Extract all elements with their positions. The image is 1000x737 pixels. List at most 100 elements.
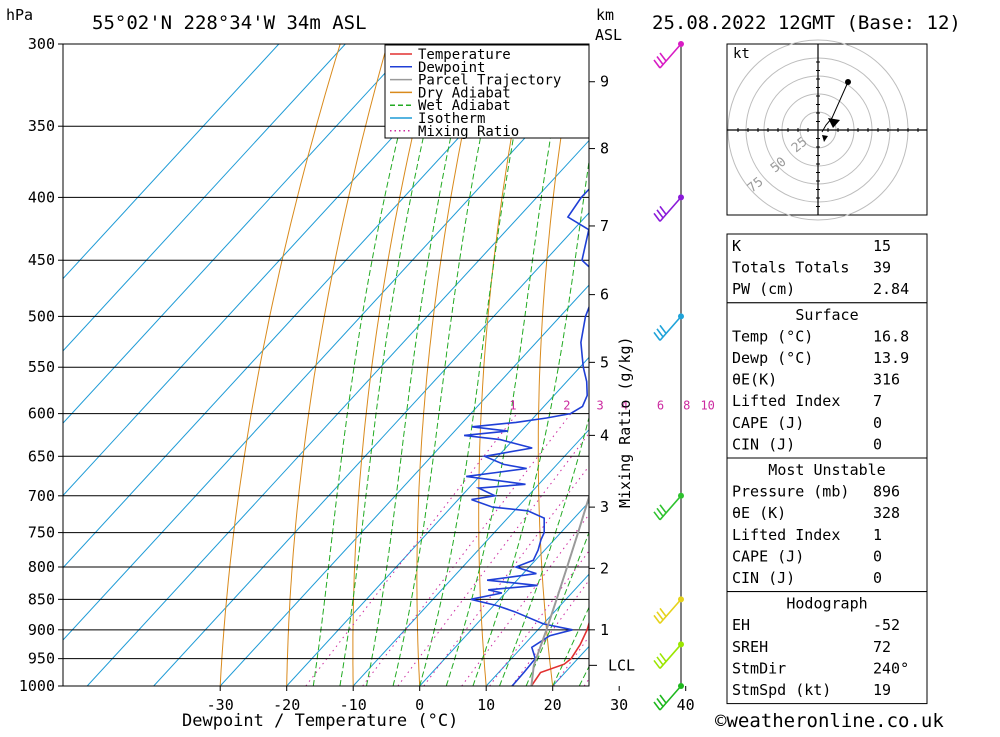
mixing-ratio-line bbox=[490, 414, 691, 686]
wind-barb-feather bbox=[654, 60, 660, 68]
indices-value: 39 bbox=[873, 259, 891, 277]
hodograph-endpoint bbox=[845, 79, 851, 85]
series-temperature-line bbox=[531, 44, 695, 686]
isotherm-line bbox=[0, 44, 545, 686]
dry-adiabat-line bbox=[652, 26, 691, 712]
location-title: 55°02'N 228°34'W 34m ASL bbox=[92, 12, 367, 34]
isotherm-line bbox=[0, 44, 478, 686]
most-unstable-label: θE (K) bbox=[732, 504, 786, 522]
units-km-label: km bbox=[596, 6, 614, 24]
plot-frame bbox=[63, 44, 589, 686]
wind-barb-feather bbox=[654, 332, 660, 340]
mixing-ratio-tick-label: 1 bbox=[509, 399, 516, 413]
wind-barb-feather bbox=[657, 329, 663, 337]
pressure-tick-label: 1000 bbox=[19, 677, 55, 695]
mixing-ratio-line bbox=[424, 414, 629, 686]
pressure-tick-label: 500 bbox=[28, 307, 55, 325]
wind-barb-feather bbox=[660, 653, 666, 661]
mixing-ratio-line bbox=[363, 414, 571, 686]
pressure-tick-label: 400 bbox=[28, 188, 55, 206]
wind-barb-feather bbox=[660, 608, 666, 616]
x-axis-title: Dewpoint / Temperature (°C) bbox=[182, 711, 458, 731]
wind-barb bbox=[654, 44, 681, 68]
wind-barb-feather bbox=[660, 695, 666, 703]
km-tick-label: 4 bbox=[600, 426, 609, 444]
hodograph-table-value: 19 bbox=[873, 681, 891, 699]
mixing-ratio-tick-label: 10 bbox=[700, 399, 714, 413]
surface-label: Temp (°C) bbox=[732, 327, 813, 345]
pressure-tick-label: 850 bbox=[28, 590, 55, 608]
most-unstable-value: 328 bbox=[873, 504, 900, 522]
wind-barb bbox=[654, 644, 681, 668]
mixing-ratio-tick-label: 2 bbox=[563, 399, 570, 413]
mixing-ratio-tick-label: 3 bbox=[597, 399, 604, 413]
pressure-tick-label: 650 bbox=[28, 447, 55, 465]
wind-barb bbox=[654, 599, 681, 623]
pressure-tick-label: 600 bbox=[28, 405, 55, 423]
surface-value: 7 bbox=[873, 392, 882, 410]
dry-adiabat-line bbox=[286, 26, 392, 712]
most-unstable-value: 0 bbox=[873, 547, 882, 565]
wind-barb-feather bbox=[654, 702, 660, 710]
wind-barb-feather bbox=[654, 512, 660, 520]
surface-label: CIN (J) bbox=[732, 435, 795, 453]
hodograph-table-title: Hodograph bbox=[786, 595, 867, 613]
indices-label: K bbox=[732, 237, 741, 255]
isobar-grid bbox=[63, 44, 589, 686]
isotherm-line bbox=[0, 44, 412, 686]
dry-adiabat-line bbox=[953, 26, 1000, 712]
wind-barb bbox=[654, 197, 681, 221]
temperature-tick-label: 10 bbox=[477, 696, 495, 714]
units-asl-label: ASL bbox=[595, 26, 622, 44]
wind-barb-feather bbox=[657, 657, 663, 665]
most-unstable-value: 896 bbox=[873, 483, 900, 501]
most-unstable-label: CAPE (J) bbox=[732, 547, 804, 565]
wind-barb-feather bbox=[657, 508, 663, 516]
wind-barb-feather bbox=[654, 660, 660, 668]
wind-barb-feather bbox=[657, 699, 663, 707]
most-unstable-value: 1 bbox=[873, 526, 882, 544]
wind-profile bbox=[654, 41, 684, 710]
wind-barb-feather bbox=[657, 210, 663, 218]
units-left-label: hPa bbox=[6, 6, 33, 24]
wind-barb-feather bbox=[654, 615, 660, 623]
surface-label: CAPE (J) bbox=[732, 414, 804, 432]
indices-label: Totals Totals bbox=[732, 259, 849, 277]
legend-entry: Mixing Ratio bbox=[418, 124, 519, 140]
wind-barb-feather bbox=[657, 57, 663, 65]
hodograph-table-value: 72 bbox=[873, 638, 891, 656]
copyright-text: ©weatheronline.co.uk bbox=[715, 710, 944, 732]
wind-barb-feather bbox=[660, 505, 666, 513]
wind-barb-feather bbox=[657, 612, 663, 620]
sounding-traces bbox=[464, 44, 695, 686]
wind-barb-feather bbox=[660, 53, 666, 61]
temperature-tick-label: 30 bbox=[610, 696, 628, 714]
km-tick-label: 8 bbox=[600, 140, 609, 158]
pressure-tick-label: 300 bbox=[28, 35, 55, 53]
lcl-label: LCL bbox=[608, 656, 635, 674]
km-tick-label: 1 bbox=[600, 621, 609, 639]
mixing-ratio-tick-label: 8 bbox=[683, 399, 690, 413]
series-parcel-trajectory-line bbox=[531, 78, 671, 686]
pressure-tick-label: 450 bbox=[28, 251, 55, 269]
km-tick-label: 5 bbox=[600, 353, 609, 371]
km-tick-label: 7 bbox=[600, 217, 609, 235]
wet-adiabat-line bbox=[313, 44, 421, 686]
hodograph-table-label: SREH bbox=[732, 638, 768, 656]
wind-barb-feather bbox=[654, 213, 660, 221]
wind-barb-feather bbox=[660, 325, 666, 333]
surface-title: Surface bbox=[795, 306, 858, 324]
isotherm-line bbox=[154, 44, 745, 686]
indices-label: PW (cm) bbox=[732, 280, 795, 298]
most-unstable-label: Lifted Index bbox=[732, 526, 840, 544]
mixing-ratio-tick-label: 6 bbox=[657, 399, 664, 413]
surface-label: Dewp (°C) bbox=[732, 349, 813, 367]
surface-value: 0 bbox=[873, 414, 882, 432]
wind-barb bbox=[654, 496, 681, 520]
wind-barb bbox=[654, 316, 681, 340]
surface-value: 0 bbox=[873, 435, 882, 453]
y-axis-right-title: Mixing Ratio (g/kg) bbox=[616, 336, 634, 508]
